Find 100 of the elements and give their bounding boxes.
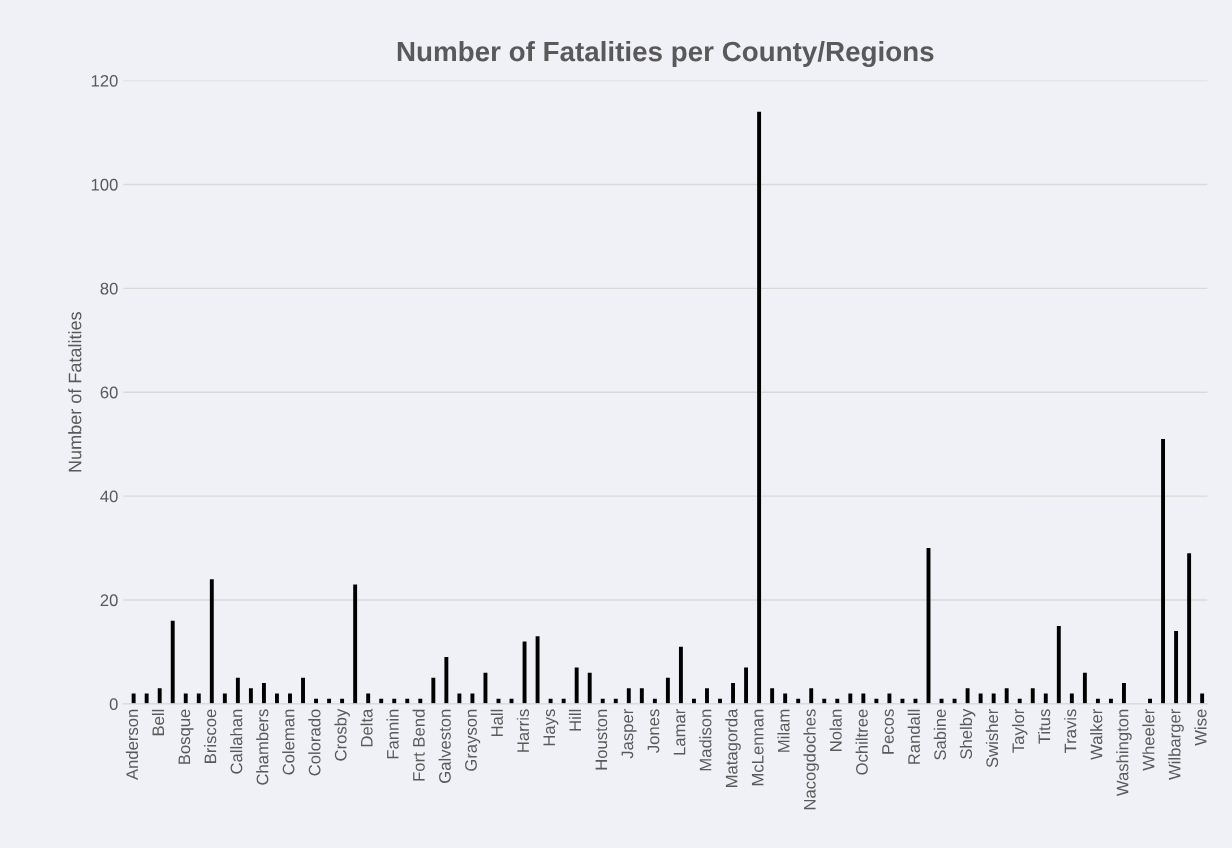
x-tick-label: Milam — [777, 709, 790, 752]
bar — [366, 693, 371, 704]
bar — [744, 667, 749, 704]
y-tick-label: 60 — [100, 386, 118, 399]
bar — [535, 636, 540, 704]
x-tick-label: Lamar — [673, 708, 686, 755]
bar — [1174, 631, 1179, 704]
x-tick-label: Fannin — [386, 709, 399, 759]
y-tick-label: 80 — [100, 282, 118, 295]
bar — [887, 693, 892, 704]
bar — [144, 693, 149, 704]
bar — [353, 584, 358, 704]
x-tick-label: Sabine — [933, 709, 947, 760]
x-tick-label: Matagorda — [725, 708, 741, 788]
bar — [809, 688, 814, 704]
x-tick-label: Chambers — [256, 709, 269, 785]
bar — [770, 688, 775, 704]
bar — [275, 693, 279, 704]
bar — [626, 688, 631, 704]
x-tick-label: Callahan — [230, 709, 243, 774]
x-tick-label: Colorado — [308, 709, 321, 776]
x-tick-label: Titus — [1038, 709, 1051, 744]
bar — [665, 677, 670, 704]
x-tick-label: Wilbarger — [1168, 708, 1184, 780]
bar — [470, 693, 475, 704]
x-tick-label: Hall — [490, 709, 503, 737]
bar — [183, 693, 188, 704]
bar — [209, 579, 214, 704]
y-tick-label: 40 — [100, 490, 118, 503]
x-tick-label: Briscoe — [204, 709, 217, 763]
bar — [1043, 693, 1048, 704]
bar — [731, 683, 735, 704]
bar — [574, 667, 579, 704]
bar — [157, 688, 162, 704]
x-tick-label: Harris — [516, 709, 530, 752]
x-tick-label: Shelby — [959, 708, 976, 759]
bar — [639, 688, 644, 704]
chart-title: Number of Fatalities per County/Regions — [397, 40, 934, 67]
x-tick-label: Grayson — [465, 709, 481, 771]
bar — [457, 693, 462, 704]
x-tick-label: Bell — [151, 709, 165, 736]
bar — [196, 693, 201, 704]
x-tick-label: Hays — [543, 709, 559, 746]
bar — [587, 672, 592, 704]
x-tick-label: Ochiltree — [855, 709, 868, 775]
x-tick-label: Washington — [1116, 709, 1132, 797]
y-tick-label: 100 — [91, 178, 118, 191]
x-tick-label: Swisher — [985, 708, 999, 768]
bar — [861, 693, 866, 704]
bar — [848, 693, 853, 704]
y-tick-label: 0 — [109, 698, 118, 711]
x-tick-label: Anderson — [125, 709, 139, 781]
bar — [444, 657, 449, 704]
x-tick-label: Nacogdoches — [803, 709, 819, 810]
bar — [1069, 693, 1074, 704]
x-tick-label: Houston — [595, 709, 608, 770]
bar — [248, 688, 253, 704]
bar — [757, 111, 762, 704]
bar — [170, 620, 175, 704]
bar — [965, 688, 970, 704]
x-tick-label: Travis — [1064, 709, 1077, 754]
bar — [991, 693, 996, 704]
y-tick-label: 120 — [91, 74, 118, 87]
x-tick-label: Hill — [568, 709, 581, 731]
x-tick-label: Delta — [360, 708, 373, 747]
bar — [1030, 688, 1035, 704]
bar — [1200, 693, 1205, 704]
bar — [1056, 625, 1061, 704]
x-tick-label: Bosque — [178, 709, 194, 764]
x-tick-label: Pecos — [882, 709, 894, 754]
x-tick-label: Wise — [1194, 709, 1207, 746]
bar — [783, 693, 788, 704]
x-tick-label: Nolan — [829, 709, 842, 751]
bar — [301, 677, 305, 704]
bar — [1122, 683, 1126, 704]
x-tick-label: Madison — [699, 709, 712, 771]
x-tick-label: Wheeler — [1142, 708, 1155, 771]
bar — [431, 677, 436, 704]
bar — [1161, 438, 1166, 704]
bar — [288, 693, 292, 704]
x-tick-label: Fort Bend — [412, 709, 425, 781]
bar — [678, 646, 683, 704]
x-tick-label: Walker — [1090, 708, 1103, 760]
bar — [1004, 688, 1009, 704]
bar — [261, 683, 266, 704]
bar — [705, 688, 709, 704]
bar — [1082, 672, 1087, 704]
bar — [522, 641, 527, 704]
x-tick-label: Jasper — [621, 708, 637, 759]
bar — [222, 693, 227, 704]
x-tick-label: McLennan — [751, 709, 764, 786]
bar — [131, 693, 136, 704]
x-tick-label: Taylor — [1011, 708, 1028, 753]
x-tick-label: Crosby — [334, 708, 350, 761]
x-tick-label: Galveston — [438, 709, 451, 783]
bar — [235, 677, 240, 704]
y-tick-label: 20 — [100, 594, 118, 607]
y-axis-title: Number of Fatalities — [68, 312, 82, 472]
x-tick-label: Coleman — [282, 709, 295, 775]
bar — [978, 693, 983, 704]
